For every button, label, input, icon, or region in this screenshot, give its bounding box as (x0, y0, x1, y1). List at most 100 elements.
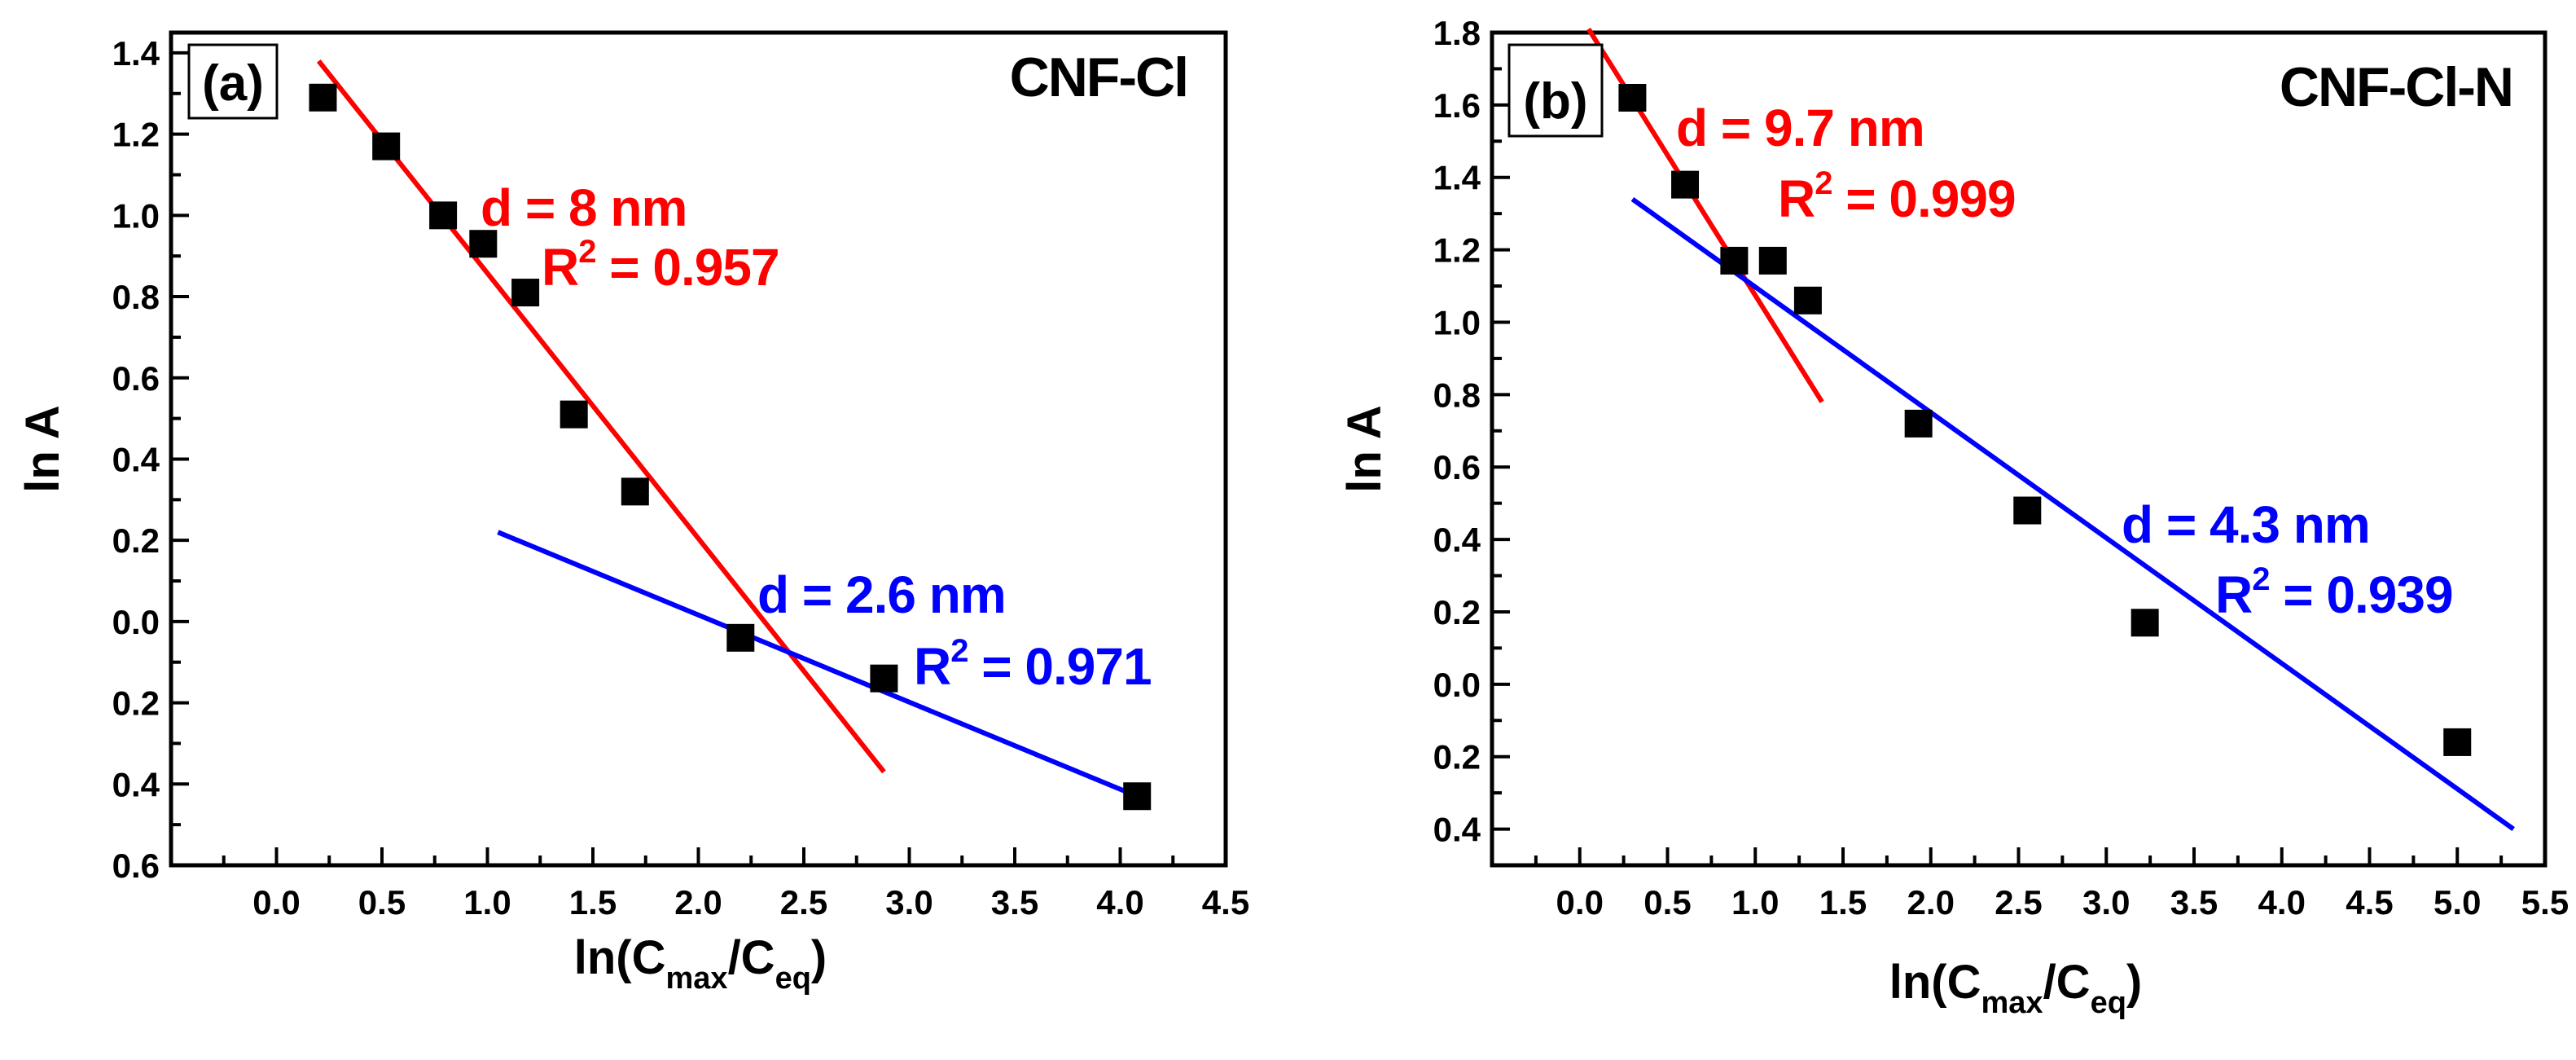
data-point (2443, 728, 2472, 756)
x-label-sub-max: max (1981, 986, 2043, 1020)
panel-title: CNF-Cl-N (2280, 56, 2512, 118)
x-tick-label: 3.0 (885, 883, 933, 921)
y-tick-label: 0.8 (112, 278, 160, 316)
x-tick-label: 5.0 (2433, 883, 2481, 921)
x-tick-label: 4.0 (1096, 883, 1143, 921)
x-tick-label: 2.5 (1995, 883, 2042, 921)
panel-label-box (187, 43, 279, 120)
y-tick-label: 0.6 (112, 359, 160, 398)
data-point (372, 132, 401, 161)
annotation-r2-red: R2 = 0.999 (1778, 165, 2016, 228)
x-tick-label: 4.0 (2258, 883, 2306, 921)
x-tick-label: 0.5 (358, 883, 406, 921)
x-label-mid: /C (2043, 956, 2091, 1009)
y-tick-label: 1.2 (1433, 231, 1481, 270)
x-tick-label: 0.0 (252, 883, 300, 921)
x-label-end: ) (2126, 956, 2142, 1009)
y-tick-label: 1.2 (112, 116, 160, 154)
data-point (1123, 782, 1152, 811)
data-point (2013, 496, 2042, 525)
y-axis-label: ln A (16, 405, 69, 492)
r2-superscript: 2 (2252, 561, 2269, 597)
r2-value: = 0.939 (2269, 565, 2452, 624)
r2-value: = 0.957 (595, 238, 779, 297)
fit-line-blue (497, 530, 1139, 799)
y-axis-label: ln A (1338, 405, 1391, 492)
y-tick-label: 0.2 (112, 521, 160, 560)
y-tick-label: 0.0 (1433, 666, 1481, 704)
x-label-base: ln(C (1889, 956, 1981, 1009)
annotation-r2-blue: R2 = 0.971 (914, 633, 1152, 696)
r2-value: = 0.971 (968, 637, 1151, 696)
x-tick-label: 4.5 (2346, 883, 2393, 921)
fit-line-blue (1630, 196, 2515, 832)
x-tick-label: 4.5 (1202, 883, 1249, 921)
x-label-end: ) (811, 931, 827, 984)
data-point (1904, 409, 1933, 438)
data-point (1793, 286, 1822, 314)
data-point (1758, 246, 1787, 275)
y-tick-label: 0.4 (112, 765, 160, 803)
x-tick-label: 1.5 (1819, 883, 1867, 921)
data-point (429, 201, 458, 230)
data-point (1720, 246, 1749, 275)
annotation-d-red: d = 9.7 nm (1676, 99, 1924, 157)
y-tick-label: 0.4 (112, 440, 160, 478)
annotation-d-red: d = 8 nm (481, 178, 687, 237)
x-axis-label: ln(Cmax/Ceq) (574, 931, 827, 996)
data-point (726, 623, 755, 652)
r2-superscript: 2 (578, 234, 595, 270)
data-point (469, 230, 498, 258)
x-label-sub-eq: eq (775, 961, 811, 996)
x-tick-label: 1.0 (1731, 883, 1779, 921)
y-tick-label: 0.0 (112, 603, 160, 641)
y-tick-label: 1.4 (1433, 159, 1481, 197)
fit-line-red (316, 59, 886, 774)
r2-base: R (914, 637, 950, 696)
data-point (309, 83, 337, 112)
y-tick-label: 0.4 (1433, 521, 1481, 559)
x-label-base: ln(C (574, 931, 666, 984)
x-tick-label: 0.0 (1556, 883, 1604, 921)
x-tick-label: 3.5 (2170, 883, 2218, 921)
r2-superscript: 2 (950, 633, 968, 669)
data-point (2131, 609, 2159, 637)
panel-label-box (1507, 43, 1604, 138)
x-tick-label: 5.5 (2521, 883, 2569, 921)
data-point (870, 664, 898, 693)
panel-label: (a) (202, 55, 264, 112)
y-tick-label: 1.0 (112, 196, 160, 235)
annotation-r2-red: R2 = 0.957 (542, 234, 779, 297)
plot-frame (169, 30, 1228, 868)
x-tick-label: 0.5 (1643, 883, 1691, 921)
y-tick-label: 1.4 (112, 34, 160, 73)
data-point (511, 279, 540, 307)
x-tick-label: 2.0 (674, 883, 722, 921)
r2-base: R (542, 238, 578, 297)
x-label-mid: /C (728, 931, 775, 984)
x-tick-label: 3.0 (2082, 883, 2130, 921)
data-point (621, 477, 649, 506)
x-tick-label: 2.0 (1907, 883, 1955, 921)
x-axis-label: ln(Cmax/Ceq) (1889, 956, 2143, 1020)
x-tick-label: 3.5 (991, 883, 1038, 921)
data-point (1618, 83, 1647, 112)
y-tick-label: 0.8 (1433, 376, 1481, 414)
annotation-r2-blue: R2 = 0.939 (2215, 561, 2453, 624)
y-tick-label: 0.2 (1433, 738, 1481, 776)
y-tick-label: 0.6 (1433, 448, 1481, 486)
panel-label: (b) (1523, 73, 1587, 130)
panel-title: CNF-Cl (1010, 46, 1187, 108)
x-tick-label: 1.5 (569, 883, 617, 921)
r2-value: = 0.999 (1832, 169, 2015, 228)
y-tick-label: 1.8 (1433, 14, 1481, 52)
r2-superscript: 2 (1815, 165, 1832, 201)
annotation-d-blue: d = 2.6 nm (757, 565, 1006, 624)
x-label-sub-eq: eq (2091, 986, 2126, 1020)
annotation-d-blue: d = 4.3 nm (2122, 495, 2370, 554)
panel-a-chart: 0.0 0.5 1.0 1.5 2.0 2.5 3.0 3.5 4.0 4.5 0.6 0.4 0.2 0… (16, 30, 1249, 996)
data-point (1671, 170, 1700, 199)
y-tick-label: 1.6 (1433, 86, 1481, 125)
y-tick-label: 0.4 (1433, 811, 1481, 849)
